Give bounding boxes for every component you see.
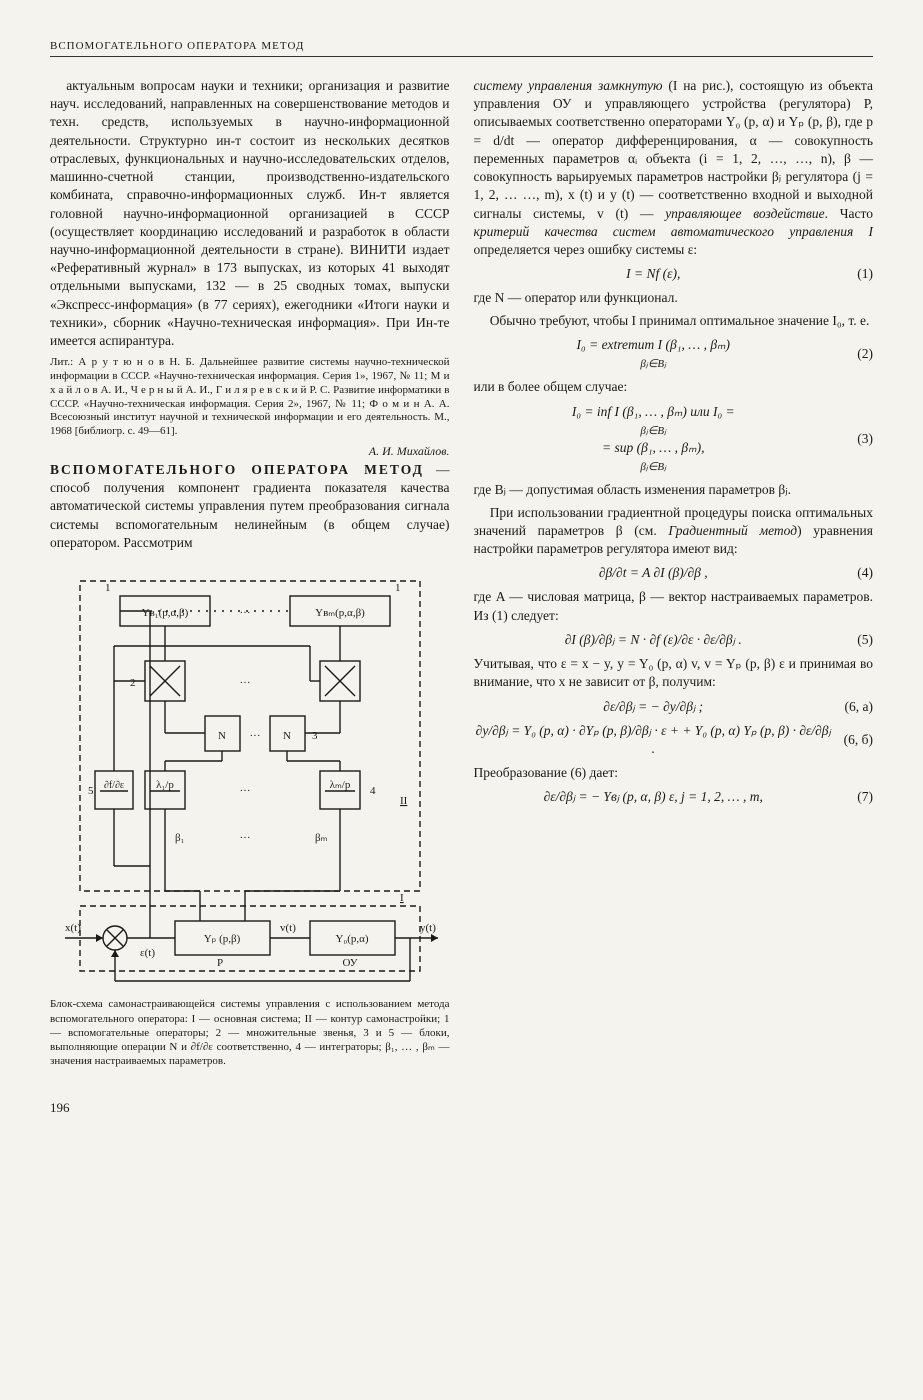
body-paragraph: где Bⱼ — допустимая область изменения па… [474, 481, 874, 499]
author-signature: А. И. Михайлов. [50, 443, 450, 459]
svg-text:···: ··· [239, 607, 250, 619]
svg-text:x(t): x(t) [65, 922, 81, 934]
svg-text:···: ··· [239, 677, 250, 689]
svg-text:···: ··· [249, 730, 260, 742]
body-paragraph: Учитывая, что ε = x − y, y = Y₀ (p, α) v… [474, 655, 874, 691]
svg-text:∂f/∂ε: ∂f/∂ε [104, 780, 124, 791]
svg-text:β₁: β₁ [175, 832, 185, 844]
svg-text:5: 5 [88, 785, 94, 797]
page-header: ВСПОМОГАТЕЛЬНОГО ОПЕРАТОРА МЕТОД [50, 40, 873, 57]
body-paragraph: где N — оператор или функционал. [474, 289, 874, 307]
equation-6b: ∂y/∂βⱼ = Y₀ (p, α) · ∂Yₚ (p, β)/∂βⱼ · ε … [474, 722, 874, 758]
svg-text:v(t): v(t) [280, 922, 296, 934]
diagram-caption: Блок-схема самонастраивающейся системы у… [50, 997, 450, 1068]
italic-term: систему управления замкнутую [474, 78, 663, 93]
svg-text:2: 2 [130, 677, 136, 689]
literature-block: Лит.: А р у т ю н о в Н. Б. Дальнейшее р… [50, 356, 450, 439]
text: (I на рис.), состоящую из объекта управл… [474, 78, 874, 221]
svg-text:Р: Р [217, 957, 223, 969]
body-paragraph: При использовании градиентной процедуры … [474, 504, 874, 559]
svg-text:λ₁/p: λ₁/p [156, 779, 174, 791]
svg-text:ОУ: ОУ [342, 957, 357, 969]
svg-text:y(t): y(t) [420, 922, 436, 934]
equation-7: ∂ε/∂βⱼ = − Yвⱼ (p, α, β) ε, j = 1, 2, … … [474, 788, 874, 806]
svg-text:ε(t): ε(t) [140, 947, 155, 959]
text: . Часто [825, 206, 873, 221]
svg-text:4: 4 [370, 785, 376, 797]
svg-text:···: ··· [239, 832, 250, 844]
equation-1: I = Nf (ε), (1) [474, 265, 874, 283]
svg-text:1: 1 [395, 582, 401, 594]
svg-text:Yₚ (p,β): Yₚ (p,β) [203, 933, 240, 945]
svg-text:N: N [283, 730, 291, 742]
svg-text:βₘ: βₘ [315, 832, 328, 844]
svg-text:N: N [218, 730, 226, 742]
svg-text:Yв₁(p,α,β): Yв₁(p,α,β) [141, 607, 188, 619]
italic-term: управляющее воздействие [665, 206, 824, 221]
body-paragraph: систему управления замкнутую (I на рис.)… [474, 77, 874, 259]
right-column: систему управления замкнутую (I на рис.)… [474, 77, 874, 1116]
svg-text:II: II [400, 795, 408, 807]
two-column-layout: актуальным вопросам науки и техники; орг… [50, 77, 873, 1116]
svg-text:3: 3 [312, 730, 318, 742]
equation-5: ∂I (β)/∂βⱼ = N · ∂f (ε)/∂ε · ∂ε/∂βⱼ . (5… [474, 631, 874, 649]
body-paragraph: где A — числовая матрица, β — вектор нас… [474, 588, 874, 624]
svg-text:I: I [400, 892, 404, 904]
body-paragraph: Обычно требуют, чтобы I принимал оптимал… [474, 312, 874, 330]
entry-title: ВСПОМОГАТЕЛЬНОГО ОПЕРАТОРА МЕТОД [50, 462, 424, 477]
italic-term: Градиентный метод [668, 523, 797, 538]
left-column: актуальным вопросам науки и техники; орг… [50, 77, 450, 1116]
svg-text:1: 1 [105, 582, 111, 594]
equation-3: I₀ = inf I (β₁, … , βₘ) или I₀ = βⱼ∈Bⱼ =… [474, 403, 874, 476]
body-paragraph: или в более общем случае: [474, 378, 874, 396]
svg-text:Y₀(p,α): Y₀(p,α) [335, 933, 368, 945]
page-number: 196 [50, 1099, 450, 1117]
entry-paragraph: ВСПОМОГАТЕЛЬНОГО ОПЕРАТОРА МЕТОД — спосо… [50, 461, 450, 552]
text: определяется через ошибку системы ε: [474, 242, 698, 257]
equation-2: I₀ = extremum I (β₁, … , βₘ) βⱼ∈Bⱼ (2) [474, 336, 874, 372]
equation-6a: ∂ε/∂βⱼ = − ∂y/∂βⱼ ; (6, а) [474, 698, 874, 716]
svg-text:λₘ/p: λₘ/p [329, 779, 350, 791]
body-paragraph: Преобразование (6) дает: [474, 764, 874, 782]
block-diagram: Yв₁(p,α,β) 1 Yвₘ(p,α,β) 1 ··· 2 ··· [50, 566, 450, 991]
body-paragraph: актуальным вопросам науки и техники; орг… [50, 77, 450, 350]
svg-text:···: ··· [239, 785, 250, 797]
svg-text:Yвₘ(p,α,β): Yвₘ(p,α,β) [315, 607, 365, 619]
equation-4: ∂β/∂t = A ∂I (β)/∂β , (4) [474, 564, 874, 582]
italic-term: критерий качества систем автоматического… [474, 224, 874, 239]
